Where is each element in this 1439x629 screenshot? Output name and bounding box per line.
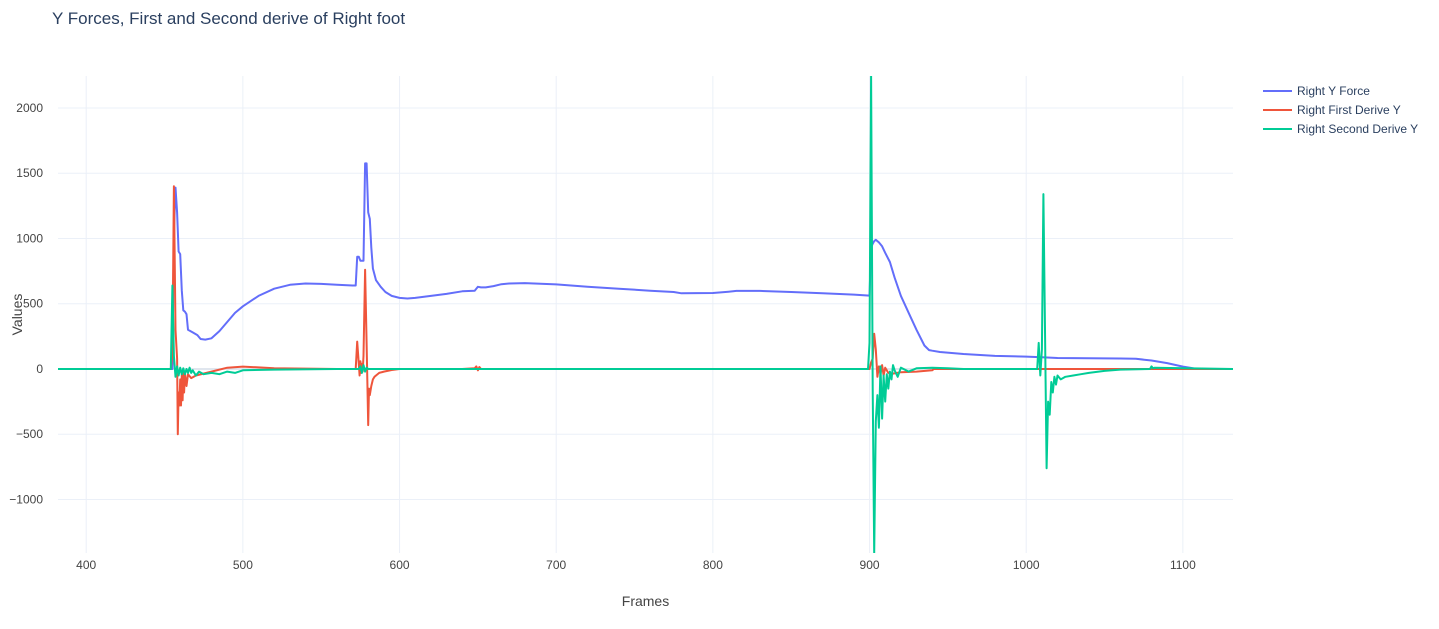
chart-title: Y Forces, First and Second derive of Rig…: [52, 9, 406, 28]
y-tick-label: 500: [23, 297, 43, 311]
legend-label-3: Right Second Derive Y: [1297, 122, 1418, 136]
x-tick-label: 400: [76, 558, 96, 572]
series-line-1: [58, 162, 1233, 370]
legend-label-1: Right Y Force: [1297, 84, 1370, 98]
y-tick-label: −1000: [9, 492, 43, 506]
x-tick-label: 700: [546, 558, 566, 572]
x-tick-label: 800: [703, 558, 723, 572]
y-axis-title: Values: [9, 294, 25, 336]
legend-label-2: Right First Derive Y: [1297, 103, 1401, 117]
x-tick-label: 1100: [1170, 558, 1196, 572]
y-tick-label: 1000: [16, 231, 43, 245]
x-tick-label: 1000: [1013, 558, 1040, 572]
y-tick-label: −500: [16, 427, 43, 441]
series-line-2: [58, 185, 1233, 436]
x-axis-title: Frames: [622, 593, 669, 609]
y-tick-label: 2000: [16, 101, 43, 115]
series-line-3: [58, 76, 1233, 553]
x-tick-label: 900: [860, 558, 880, 572]
y-tick-label: 1500: [16, 166, 43, 180]
y-tick-label: 0: [36, 362, 43, 376]
x-tick-label: 500: [233, 558, 253, 572]
x-tick-label: 600: [390, 558, 410, 572]
